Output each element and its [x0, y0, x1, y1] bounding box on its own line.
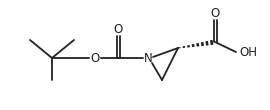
Text: OH: OH	[239, 46, 257, 59]
Text: N: N	[144, 51, 152, 64]
Text: O: O	[210, 6, 220, 19]
Text: O: O	[113, 23, 123, 36]
Text: O: O	[90, 51, 100, 64]
